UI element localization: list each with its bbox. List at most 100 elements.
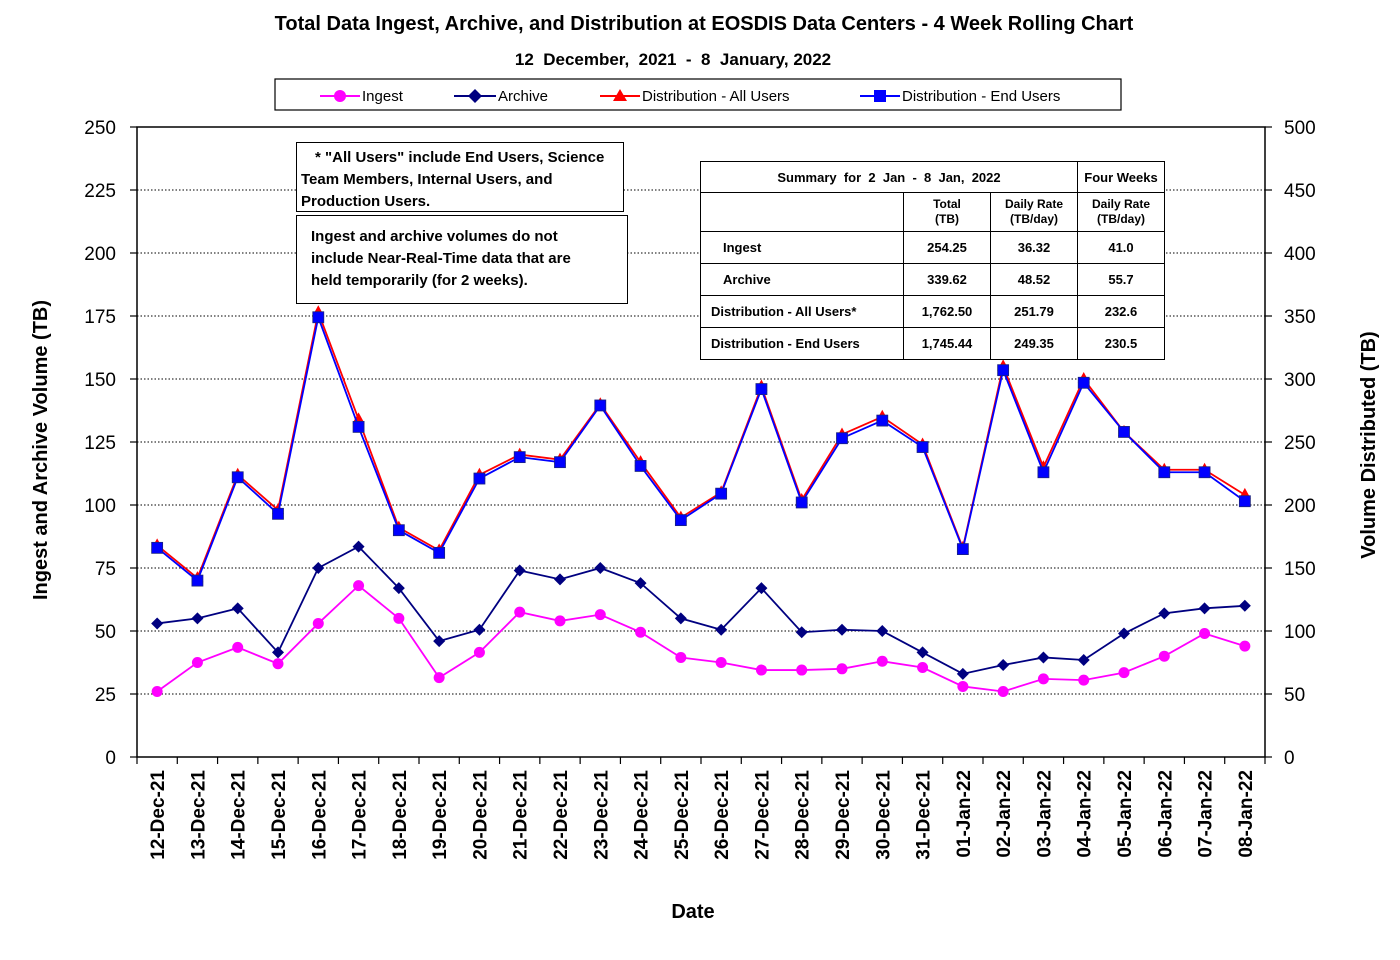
y-axis-left-title: Ingest and Archive Volume (TB) bbox=[30, 300, 52, 600]
y-tick-label-right: 250 bbox=[1284, 433, 1316, 454]
header-line: Daily Rate bbox=[1004, 197, 1064, 211]
summary-empty-cell bbox=[700, 192, 904, 232]
point-distribution-end-users bbox=[191, 574, 204, 587]
y-tick-label-left: 175 bbox=[84, 307, 116, 328]
y-tick-label-right: 450 bbox=[1284, 181, 1316, 202]
point-ingest bbox=[1158, 650, 1170, 662]
y-tick-label-left: 150 bbox=[84, 370, 116, 391]
y-tick-label-right: 0 bbox=[1284, 748, 1295, 769]
y-tick-label-left: 50 bbox=[95, 622, 116, 643]
x-tick-label: 29-Dec-21 bbox=[833, 770, 854, 860]
x-tick-label: 12-Dec-21 bbox=[148, 770, 169, 860]
row-label: Ingest bbox=[700, 231, 904, 264]
row-daily4: 232.6 bbox=[1077, 295, 1165, 328]
point-distribution-end-users bbox=[1077, 376, 1090, 389]
x-axis-title: Date bbox=[671, 901, 714, 923]
point-archive bbox=[554, 573, 566, 586]
point-archive bbox=[755, 582, 768, 595]
point-ingest bbox=[272, 658, 284, 670]
row-daily4: 41.0 bbox=[1077, 231, 1165, 264]
y-tick-label-left: 200 bbox=[84, 244, 116, 265]
point-archive bbox=[272, 646, 284, 659]
point-archive bbox=[191, 612, 204, 625]
y-tick-label-left: 100 bbox=[84, 496, 116, 517]
point-ingest bbox=[796, 664, 808, 676]
point-ingest bbox=[1037, 673, 1049, 685]
row-label: Archive bbox=[700, 263, 904, 296]
point-archive bbox=[916, 646, 929, 659]
point-distribution-end-users bbox=[1198, 466, 1211, 479]
y-tick-label-right: 200 bbox=[1284, 496, 1316, 517]
x-tick-label: 24-Dec-21 bbox=[632, 770, 653, 860]
header-line: Daily Rate bbox=[1091, 197, 1151, 211]
row-total: 254.25 bbox=[903, 231, 991, 264]
note-line: * "All Users" include End Users, Science bbox=[315, 149, 605, 166]
point-archive bbox=[836, 623, 848, 636]
point-archive bbox=[392, 582, 405, 595]
point-archive bbox=[634, 577, 647, 590]
point-archive bbox=[1158, 607, 1171, 620]
point-distribution-end-users bbox=[755, 383, 768, 395]
x-tick-label: 07-Jan-22 bbox=[1196, 770, 1217, 858]
point-archive bbox=[876, 625, 889, 637]
col-daily-header: Daily Rate (TB/day) bbox=[990, 192, 1078, 232]
point-distribution-end-users bbox=[392, 524, 405, 537]
y-tick-label-right: 300 bbox=[1284, 370, 1316, 391]
y-tick-label-left: 25 bbox=[95, 685, 116, 706]
header-line: (TB/day) bbox=[1097, 212, 1145, 226]
series-line-archive bbox=[157, 545, 1245, 675]
series-line-ingest bbox=[156, 584, 1246, 693]
row-daily: 251.79 bbox=[990, 295, 1078, 328]
y-tick-label-right: 350 bbox=[1284, 307, 1316, 328]
point-ingest bbox=[554, 615, 566, 627]
point-ingest bbox=[997, 685, 1009, 697]
point-distribution-end-users bbox=[433, 546, 446, 559]
summary-table: Summary for 2 Jan - 8 Jan, 2022 Four Wee… bbox=[700, 161, 1165, 360]
point-distribution-end-users bbox=[715, 487, 728, 500]
y-tick-label-left: 0 bbox=[105, 748, 116, 769]
x-tick-label: 15-Dec-21 bbox=[269, 770, 290, 860]
row-label: Distribution - All Users* bbox=[700, 295, 904, 328]
series-line-distribution-all-users bbox=[156, 308, 1246, 580]
x-tick-label: 19-Dec-21 bbox=[430, 770, 451, 860]
legend-label: Distribution - End Users bbox=[902, 88, 1060, 105]
summary-title: Summary for 2 Jan - 8 Jan, 2022 bbox=[700, 161, 1078, 193]
summary-row-distribution-all: Distribution - All Users* 1,762.50 251.7… bbox=[700, 295, 1165, 328]
legend-label: Ingest bbox=[362, 88, 404, 105]
point-distribution-end-users bbox=[916, 441, 929, 453]
right-axis: 0 50 100 150 200 250 300 350 400 450 500 bbox=[1265, 118, 1316, 769]
all-users-note: * "All Users" include End Users, Science… bbox=[296, 142, 624, 212]
point-distribution-end-users bbox=[1238, 495, 1251, 508]
y-tick-label-left: 225 bbox=[84, 181, 116, 202]
row-total: 1,745.44 bbox=[903, 327, 991, 360]
legend-item-distribution-end: Distribution - End Users bbox=[860, 88, 1060, 105]
point-distribution-end-users bbox=[956, 543, 969, 555]
point-archive bbox=[1037, 651, 1050, 664]
point-ingest bbox=[876, 655, 888, 667]
point-distribution-end-users bbox=[1037, 466, 1050, 479]
point-distribution-end-users bbox=[513, 451, 526, 464]
header-line: Total bbox=[933, 197, 961, 211]
point-ingest bbox=[433, 672, 445, 684]
x-tick-label: 22-Dec-21 bbox=[551, 770, 572, 860]
point-ingest bbox=[836, 663, 848, 675]
point-distribution-end-users bbox=[795, 496, 808, 509]
point-ingest bbox=[1078, 674, 1090, 686]
point-distribution-end-users bbox=[312, 311, 325, 324]
summary-row-ingest: Ingest 254.25 36.32 41.0 bbox=[700, 231, 1165, 264]
x-tick-label: 18-Dec-21 bbox=[390, 770, 411, 860]
point-distribution-end-users bbox=[231, 471, 244, 484]
x-tick-label: 30-Dec-21 bbox=[873, 770, 894, 860]
header-line: (TB) bbox=[935, 212, 959, 226]
x-tick-label: 23-Dec-21 bbox=[591, 770, 612, 860]
point-archive bbox=[997, 659, 1010, 672]
point-distribution-end-users bbox=[594, 399, 607, 412]
point-archive bbox=[231, 602, 244, 615]
point-distribution-end-users bbox=[1158, 466, 1171, 479]
point-ingest bbox=[675, 651, 687, 663]
x-tick-label: 17-Dec-21 bbox=[350, 770, 371, 860]
point-archive bbox=[473, 623, 486, 636]
summary-title-row: Summary for 2 Jan - 8 Jan, 2022 Four Wee… bbox=[700, 161, 1165, 193]
chart-subtitle: 12 December, 2021 - 8 January, 2022 bbox=[515, 50, 831, 69]
summary-row-archive: Archive 339.62 48.52 55.7 bbox=[700, 263, 1165, 296]
